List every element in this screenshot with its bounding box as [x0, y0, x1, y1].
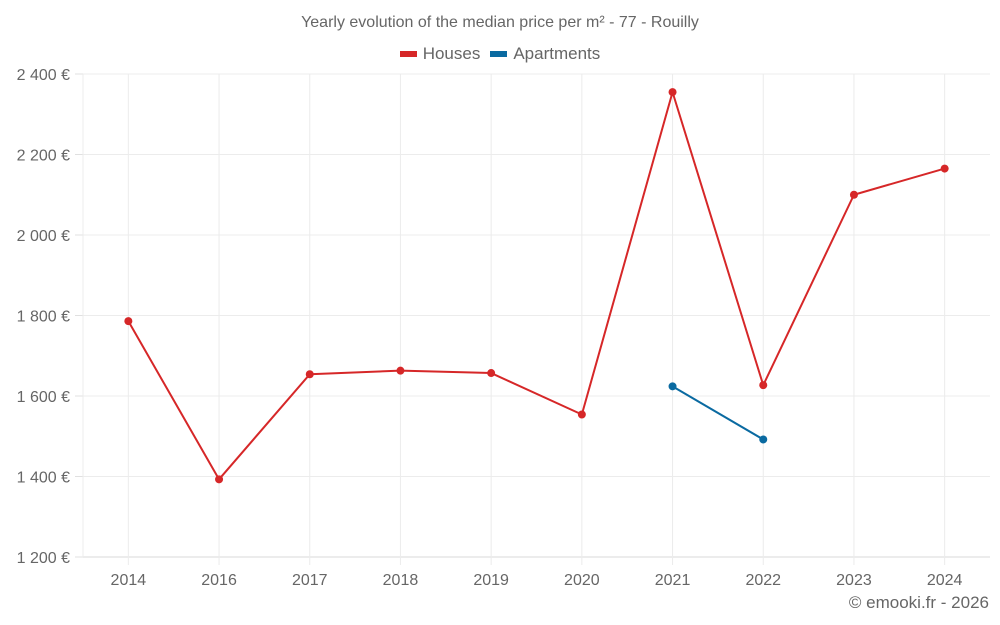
y-tick-label: 1 400 € [17, 470, 70, 487]
x-tick-label: 2020 [564, 572, 600, 589]
x-tick-label: 2014 [111, 572, 147, 589]
apartments-swatch-icon [490, 51, 508, 57]
houses-swatch-icon [399, 51, 417, 57]
x-tick-label: 2024 [927, 572, 963, 589]
data-point-houses[interactable] [487, 369, 496, 378]
x-tick-label: 2021 [655, 572, 691, 589]
data-point-houses[interactable] [849, 190, 858, 199]
credit: © emooki.fr - 2026 [848, 593, 989, 612]
chart-title: Yearly evolution of the median price per… [301, 14, 699, 31]
data-point-houses[interactable] [668, 88, 677, 97]
x-tick-label: 2017 [292, 572, 328, 589]
data-point-houses[interactable] [396, 366, 405, 375]
x-tick-label: 2018 [383, 572, 419, 589]
y-tick-label: 1 200 € [17, 550, 70, 567]
x-tick-label: 2016 [201, 572, 237, 589]
data-point-houses[interactable] [759, 381, 768, 390]
data-point-apartments[interactable] [668, 382, 677, 391]
legend-item-apartments[interactable]: Apartments [490, 44, 600, 64]
series-line-houses [127, 91, 945, 481]
y-tick-label: 1 800 € [17, 309, 70, 326]
legend: Houses Apartments [0, 44, 1000, 64]
x-tick-label: 2019 [473, 572, 509, 589]
data-point-houses[interactable] [215, 475, 224, 484]
legend-label-houses: Houses [422, 44, 481, 63]
x-tick-label: 2022 [745, 572, 781, 589]
x-tick-label: 2023 [836, 572, 872, 589]
y-tick-label: 2 000 € [17, 228, 70, 245]
y-tick-label: 1 600 € [17, 389, 70, 406]
data-point-apartments[interactable] [759, 435, 768, 444]
data-point-houses[interactable] [124, 317, 133, 326]
legend-item-houses[interactable]: Houses [399, 44, 481, 64]
y-tick-label: 2 400 € [17, 67, 70, 84]
y-tick-label: 2 200 € [17, 148, 70, 165]
series-line-apartments [672, 385, 764, 441]
data-point-houses[interactable] [940, 164, 949, 173]
legend-label-apartments: Apartments [513, 44, 601, 63]
data-point-houses[interactable] [305, 370, 314, 379]
data-point-houses[interactable] [577, 410, 586, 419]
